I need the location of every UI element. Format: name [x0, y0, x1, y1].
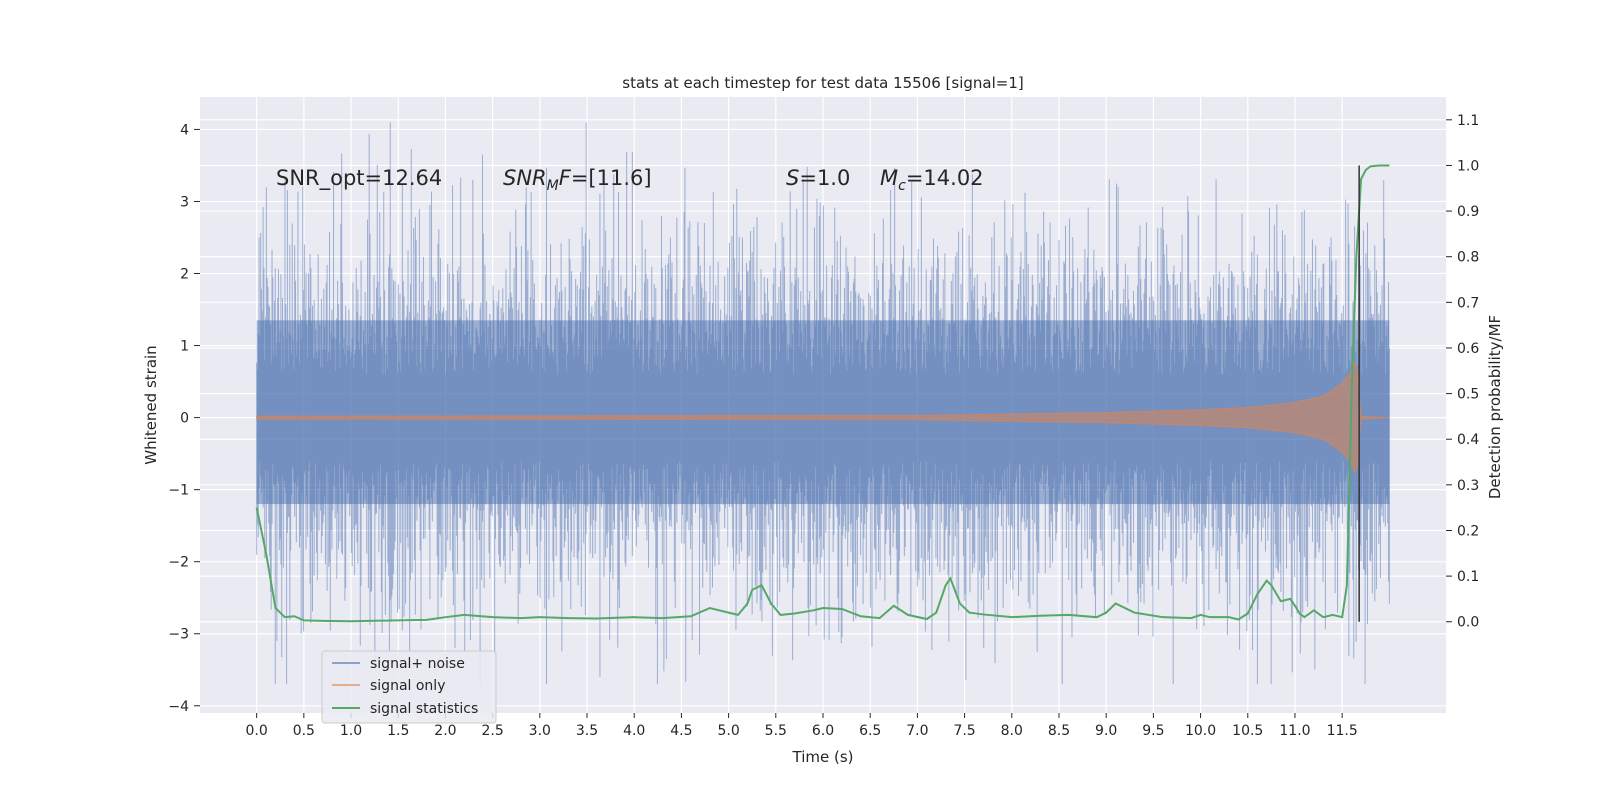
- annotation-s-label: S: [786, 166, 799, 190]
- annotation-s-value: =1.0: [799, 166, 850, 190]
- x-tick-label: 5.0: [717, 723, 739, 739]
- x-tick-label: 5.5: [765, 723, 787, 739]
- y-tick-label: 3: [180, 194, 189, 210]
- x-tick-label: 7.0: [906, 723, 928, 739]
- annotation-s: S=1.0: [786, 166, 850, 190]
- x-tick-label: 0.0: [246, 723, 268, 739]
- x-tick-label: 4.0: [623, 723, 645, 739]
- x-tick-label: 9.0: [1095, 723, 1117, 739]
- x-tick-label: 6.0: [812, 723, 834, 739]
- y-tick-label: −1: [168, 483, 189, 499]
- annotation-mc-value: =14.02: [906, 166, 984, 190]
- annotation-mc-label: M: [880, 166, 898, 190]
- x-tick-label: 10.5: [1232, 723, 1263, 739]
- x-tick-label: 2.5: [481, 723, 503, 739]
- y-tick-label: 4: [180, 122, 189, 138]
- legend-label-signal-noise: signal+ noise: [370, 656, 465, 672]
- x-tick-label: 6.5: [859, 723, 881, 739]
- x-tick-label: 10.0: [1185, 723, 1216, 739]
- x-tick-label: 9.5: [1142, 723, 1164, 739]
- y2-tick-label: 0.0: [1457, 615, 1479, 631]
- x-axis-label: Time (s): [792, 748, 854, 766]
- x-tick-label: 1.0: [340, 723, 362, 739]
- y2-tick-label: 0.4: [1457, 432, 1479, 448]
- x-tick-label: 7.5: [953, 723, 975, 739]
- y-tick-label: −3: [168, 627, 189, 643]
- y-tick-label: −2: [168, 555, 189, 571]
- x-tick-label: 11.5: [1327, 723, 1358, 739]
- y-axis-label: Whitened strain: [142, 345, 160, 464]
- y2-tick-label: 0.1: [1457, 569, 1479, 585]
- y-tick-label: 1: [180, 339, 189, 355]
- y-tick-label: −4: [168, 699, 189, 715]
- x-tick-label: 8.0: [1001, 723, 1023, 739]
- series-signal-only: [256, 360, 1390, 475]
- chart-title: stats at each timestep for test data 155…: [622, 74, 1023, 92]
- y2-axis-ticks: 1.1 1.0 0.9 0.8 0.7 0.6 0.5 0.4 0.3 0.2 0.1 0.0: [1446, 113, 1479, 631]
- y2-tick-label: 0.2: [1457, 523, 1479, 539]
- y2-tick-label: 1.1: [1457, 113, 1479, 129]
- x-tick-label: 11.0: [1279, 723, 1310, 739]
- series-signal-statistics: [255, 164, 1390, 623]
- y-tick-label: 0: [180, 411, 189, 427]
- x-axis-ticks: 0.0 0.5 1.0 1.5 2.0 2.5 3.0 3.5 4.0 4.5 5.0 5.5 6.0 6…: [246, 713, 1358, 739]
- y2-tick-label: 0.3: [1457, 478, 1479, 494]
- y2-tick-label: 0.7: [1457, 295, 1479, 311]
- x-tick-label: 8.5: [1048, 723, 1070, 739]
- y2-tick-label: 0.8: [1457, 250, 1479, 266]
- y2-tick-label: 1.0: [1457, 158, 1479, 174]
- annotation-mc-sub: c: [898, 178, 906, 194]
- annotation-snr-mf-italic: SNR: [503, 166, 547, 190]
- y-axis-ticks: 4 3 2 1 0 −1 −2 −3 −4: [168, 122, 200, 715]
- x-tick-label: 2.0: [434, 723, 456, 739]
- signal-series-layer: [256, 360, 1390, 475]
- x-tick-label: 0.5: [293, 723, 315, 739]
- annotation-mc: Mc=14.02: [880, 166, 984, 194]
- y2-tick-label: 0.5: [1457, 387, 1479, 403]
- statistics-series-layer: [255, 164, 1390, 623]
- legend: signal+ noise signal only signal statist…: [321, 650, 497, 724]
- annotation-snr-mf-sub: M: [547, 178, 559, 194]
- y2-tick-label: 0.6: [1457, 341, 1479, 357]
- annotation-snr-mf: SNRMF=[11.6]: [503, 166, 652, 194]
- legend-box: [321, 650, 497, 724]
- y2-tick-label: 0.9: [1457, 204, 1479, 220]
- x-tick-label: 3.5: [576, 723, 598, 739]
- x-tick-label: 1.5: [387, 723, 409, 739]
- annotation-snr-mf-value: =[11.6]: [571, 166, 652, 190]
- annotation-snr-opt: SNR_opt=12.64: [276, 166, 442, 191]
- x-tick-label: 4.5: [670, 723, 692, 739]
- legend-label-signal-only: signal only: [370, 678, 445, 694]
- y-tick-label: 2: [180, 267, 189, 283]
- y2-axis-label: Detection probability/MF: [1486, 315, 1504, 499]
- x-tick-label: 3.0: [529, 723, 551, 739]
- annotation-snr-mf-rest: F: [559, 166, 572, 190]
- legend-label-signal-statistics: signal statistics: [370, 701, 478, 717]
